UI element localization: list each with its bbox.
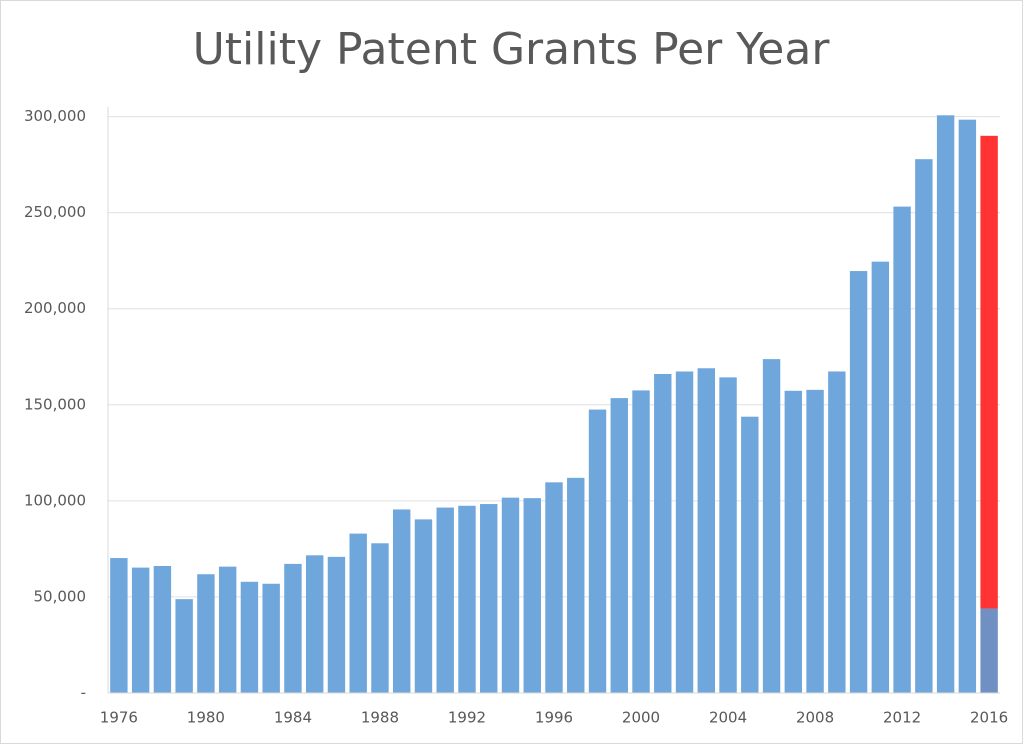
bar bbox=[284, 564, 301, 693]
bar bbox=[719, 377, 736, 693]
bar bbox=[654, 374, 671, 693]
bar bbox=[785, 391, 802, 693]
bar bbox=[480, 504, 497, 693]
bar bbox=[741, 417, 758, 693]
x-tick-label: 2008 bbox=[796, 709, 834, 727]
bar bbox=[567, 478, 584, 693]
x-tick-label: 1992 bbox=[448, 709, 486, 727]
x-tick-label: 1980 bbox=[187, 709, 225, 727]
x-tick-label: 2016 bbox=[970, 709, 1008, 727]
bar bbox=[589, 410, 606, 693]
bar bbox=[241, 582, 258, 693]
bar bbox=[872, 262, 889, 693]
bar bbox=[980, 136, 997, 609]
bar bbox=[763, 359, 780, 693]
bar bbox=[262, 584, 279, 693]
x-tick-label: 2012 bbox=[883, 709, 921, 727]
bar bbox=[980, 608, 997, 693]
bar bbox=[393, 509, 410, 693]
x-tick-label: 1976 bbox=[100, 709, 138, 727]
bar bbox=[698, 368, 715, 693]
bar bbox=[110, 558, 127, 693]
y-tick-label: 250,000 bbox=[24, 203, 86, 221]
bar bbox=[915, 159, 932, 693]
y-tick-label: 50,000 bbox=[34, 587, 87, 605]
bar bbox=[349, 534, 366, 693]
bar bbox=[415, 519, 432, 693]
bar bbox=[959, 120, 976, 693]
bar bbox=[524, 498, 541, 693]
bar bbox=[458, 506, 475, 693]
bar bbox=[545, 482, 562, 693]
x-tick-label: 1996 bbox=[535, 709, 573, 727]
y-tick-label: 150,000 bbox=[24, 395, 86, 413]
y-tick-label: 300,000 bbox=[24, 107, 86, 125]
bar bbox=[154, 566, 171, 693]
bar bbox=[676, 372, 693, 693]
bar bbox=[328, 557, 345, 693]
y-tick-label: 200,000 bbox=[24, 299, 86, 317]
bar bbox=[893, 207, 910, 693]
x-tick-label: 2000 bbox=[622, 709, 660, 727]
bar bbox=[632, 390, 649, 693]
bar bbox=[806, 390, 823, 693]
y-tick-label: 100,000 bbox=[24, 491, 86, 509]
y-tick-label: - bbox=[81, 684, 86, 702]
bar bbox=[197, 574, 214, 693]
x-tick-label: 1984 bbox=[274, 709, 312, 727]
bar bbox=[306, 555, 323, 693]
chart-title: Utility Patent Grants Per Year bbox=[193, 24, 831, 75]
bar bbox=[937, 115, 954, 693]
bar bbox=[611, 398, 628, 693]
bar bbox=[828, 371, 845, 693]
bar bbox=[502, 498, 519, 693]
bar bbox=[219, 567, 236, 693]
bar bbox=[850, 271, 867, 693]
bar bbox=[437, 508, 454, 693]
x-tick-label: 2004 bbox=[709, 709, 747, 727]
bar bbox=[175, 599, 192, 693]
bar bbox=[132, 568, 149, 693]
x-tick-label: 1988 bbox=[361, 709, 399, 727]
bar bbox=[371, 543, 388, 693]
